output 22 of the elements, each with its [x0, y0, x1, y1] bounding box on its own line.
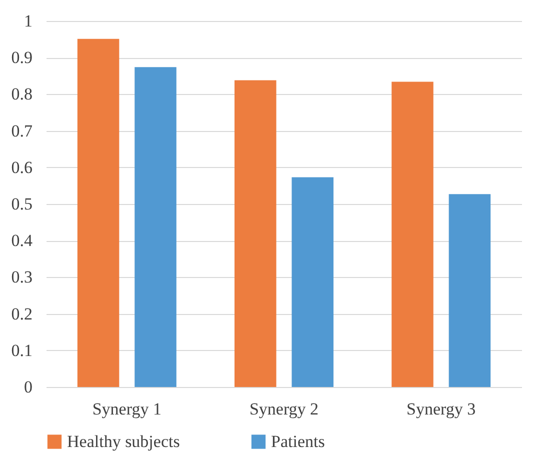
legend-label: Patients [271, 432, 325, 451]
bar [234, 80, 276, 387]
y-tick-label: 0.3 [11, 268, 32, 287]
y-tick-label: 0.2 [11, 304, 32, 324]
x-tick-label: Synergy 3 [406, 400, 476, 418]
y-tick-label: 0.6 [11, 158, 32, 177]
y-tick-label: 0.9 [11, 48, 32, 68]
legend-label: Healthy subjects [67, 432, 180, 451]
y-tick-label: 1 [24, 12, 32, 30]
x-tick-label: Synergy 1 [92, 400, 162, 418]
bar [292, 177, 334, 387]
y-tick-label: 0 [24, 378, 32, 396]
bar [134, 67, 176, 387]
y-tick-label: 0.4 [11, 231, 33, 250]
y-tick-label: 0.1 [11, 340, 32, 360]
y-tick-label: 0.5 [11, 194, 32, 214]
bar [392, 82, 434, 387]
x-tick-label: Synergy 2 [249, 400, 319, 418]
y-tick-label: 0.7 [11, 121, 33, 140]
bar [77, 38, 120, 387]
y-tick-label: 0.8 [11, 84, 32, 104]
bar [448, 194, 491, 387]
